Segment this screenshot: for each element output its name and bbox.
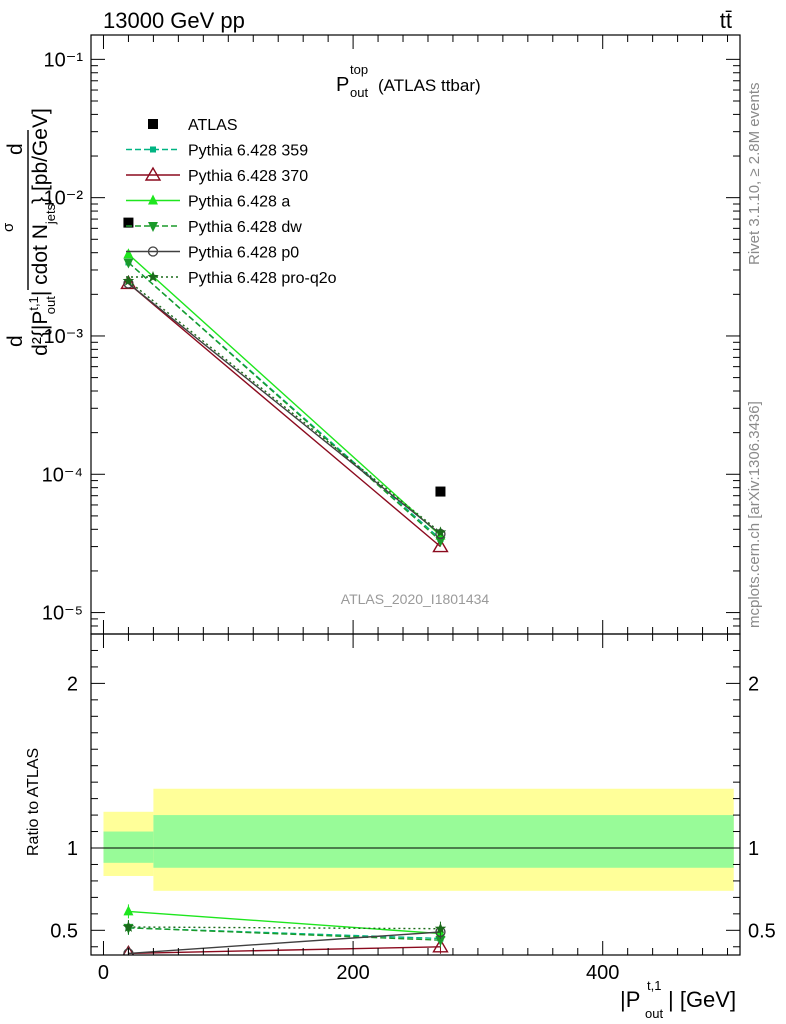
legend-label-pro_q2o: Pythia 6.428 pro-q2o: [188, 270, 337, 287]
series-line-p0: [127, 282, 441, 535]
ratio-line-p370: [128, 946, 441, 955]
legend: ATLAS Pythia 6.428 359 Pythia 6.428 370 Pyt…: [126, 117, 337, 287]
series-line-pro_q2o: [127, 280, 441, 533]
legend-marker-ATLAS: [148, 119, 158, 129]
legend-marker-p359: [150, 146, 156, 153]
main-y-axis-label: d²{|Pt,1 out| cdot Njets} [pb/GeV]: [26, 108, 58, 356]
main-y-tick-label: 10⁻¹: [44, 49, 84, 71]
xlabel-sub: out: [645, 1006, 663, 1021]
mcplots-label: mcplots.cern.ch [arXiv:1306.3436]: [746, 401, 763, 628]
legend-entry-p370: Pythia 6.428 370: [126, 166, 308, 185]
series-line-p370: [127, 282, 441, 548]
rivet-label: Rivet 3.1.10, ≥ 2.8M events: [746, 83, 763, 266]
legend-label-ATLAS: ATLAS: [188, 117, 238, 134]
x-axis-label: |P t,1 out | [GeV]: [620, 978, 736, 1021]
data-point-p370-1: [432, 538, 449, 553]
ratio-line-pro_q2o: [128, 926, 441, 930]
data-point-atlas-0: [123, 217, 134, 228]
ratio-point-pro_q2o-1: [434, 922, 447, 934]
svg-text:d: d: [4, 335, 27, 347]
data-point-pro_q2o-1: [434, 526, 447, 538]
main-y-tick-label: 10⁻⁴: [42, 464, 83, 486]
title-main: P: [336, 74, 349, 96]
ratio-series-group: [122, 904, 449, 955]
ratio-y-tick-label-left: 0.5: [50, 920, 78, 942]
x-tick-label: 200: [336, 962, 369, 984]
ratio-y-tick-label-right: 0.5: [748, 920, 776, 942]
legend-label-p370: Pythia 6.428 370: [188, 168, 308, 185]
series-line-a: [127, 253, 441, 537]
legend-entry-p359: Pythia 6.428 359: [126, 143, 308, 160]
series-line-dw: [127, 261, 441, 542]
ratio-point-p370-1: [432, 938, 449, 953]
legend-label-a: Pythia 6.428 a: [188, 194, 290, 211]
ratio-y-tick-label-left: 1: [67, 838, 78, 860]
ratio-y-tick-label-left: 2: [67, 673, 78, 695]
y-axis-label-text: d²{|Pt,1 out| cdot Njets} [pb/GeV]: [26, 108, 58, 356]
xlabel-rest: | [GeV]: [668, 987, 736, 1012]
svg-text:σ: σ: [0, 222, 17, 232]
ratio-line-dw: [128, 927, 441, 941]
ratio-y-tick-label-right: 2: [748, 673, 759, 695]
ratio-line-p0: [128, 931, 441, 955]
ratio-point-pro_q2o-0: [122, 921, 135, 932]
x-tick-label: 0: [98, 962, 109, 984]
title-sup: top: [350, 62, 368, 77]
svg-text:d: d: [4, 143, 27, 155]
x-tick-label: 400: [586, 962, 619, 984]
collision-label: 13000 GeV pp: [103, 8, 245, 33]
legend-label-dw: Pythia 6.428 dw: [188, 219, 302, 236]
ratio-band-inner-0: [103, 831, 154, 863]
ratio-y-axis-label: Ratio to ATLAS: [25, 748, 42, 856]
ratio-point-p370-0: [122, 944, 135, 955]
legend-marker-p370: [144, 166, 162, 181]
legend-entry-pro_q2o: Pythia 6.428 pro-q2o: [126, 270, 337, 287]
legend-entry-dw: Pythia 6.428 dw: [126, 219, 302, 236]
main-title: P top out (ATLAS ttbar): [336, 62, 481, 100]
title-rest: (ATLAS ttbar): [378, 76, 481, 95]
ratio-line-a: [128, 910, 441, 935]
plot-frames: 10⁻⁵ 10⁻⁴ 10⁻³ 10⁻² 10⁻¹ 0 200 400 0.5 0.5 1 1 2 2: [42, 34, 776, 984]
data-point-a-0: [123, 248, 134, 259]
legend-entry-p0: Pythia 6.428 p0: [126, 245, 299, 262]
ratio-plot-area: [91, 788, 740, 955]
main-y-tick-label: 10⁻⁵: [42, 603, 83, 625]
ratio-line-p359: [128, 927, 441, 940]
ratio-point-dw-1: [435, 936, 446, 947]
legend-marker-a: [148, 194, 158, 205]
main-y-tick-label: 10⁻²: [44, 188, 84, 210]
data-point-pro_q2o-0: [122, 274, 135, 286]
main-plot-area: [120, 217, 449, 553]
legend-marker-pro_q2o: [147, 271, 159, 282]
data-point-dw-1: [435, 536, 446, 547]
data-point-atlas-1: [435, 486, 446, 497]
xlabel-sup: t,1: [647, 978, 661, 993]
legend-marker-dw: [148, 222, 158, 232]
legend-entry-ATLAS: ATLAS: [148, 117, 238, 134]
ratio-band-inner-1: [153, 815, 734, 868]
legend-entry-a: Pythia 6.428 a: [126, 194, 290, 211]
process-label: tt̄: [720, 8, 732, 33]
legend-marker-p0: [147, 246, 159, 257]
analysis-id: ATLAS_2020_I1801434: [341, 591, 490, 607]
xlabel-main: |P: [620, 987, 640, 1012]
ratio-point-a-0: [123, 905, 134, 916]
ratio-y-tick-label-right: 1: [748, 838, 759, 860]
ratio-frame: [90, 633, 741, 956]
main-y-axis-numerator: d d: [4, 143, 27, 347]
legend-label-p0: Pythia 6.428 p0: [188, 245, 299, 262]
data-point-dw-0: [123, 258, 134, 269]
main-y-axis-fraction-bar: σ: [0, 130, 29, 290]
main-y-tick-label: 10⁻³: [44, 326, 84, 348]
legend-label-p359: Pythia 6.428 359: [188, 143, 308, 160]
title-sub: out: [350, 85, 368, 100]
